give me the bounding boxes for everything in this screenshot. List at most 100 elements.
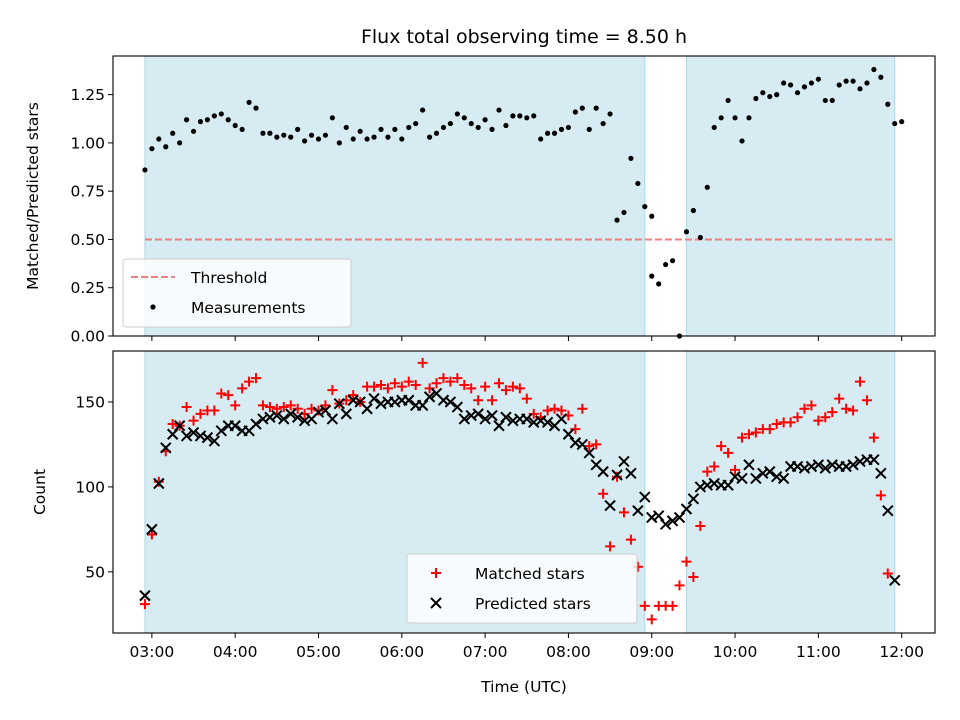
predicted-star-point bbox=[652, 510, 665, 522]
bottom-legend-box bbox=[406, 553, 638, 624]
predicted-star-point bbox=[493, 420, 505, 432]
measurement-point bbox=[878, 74, 884, 80]
bottom-panel: 50 100 150 Count 03:00 04:00 05:00 06:00 07:00 08… bbox=[31, 350, 936, 696]
predicted-star-point bbox=[416, 399, 429, 412]
predicted-star-point bbox=[632, 504, 644, 517]
top-y-tick-label: 0.25 bbox=[70, 279, 105, 297]
measurement-point bbox=[843, 78, 849, 84]
predicted-star-point bbox=[680, 503, 693, 515]
matched-star-point bbox=[452, 373, 463, 384]
measurement-point bbox=[621, 209, 627, 216]
top-legend-box bbox=[122, 258, 352, 328]
predicted-star-point bbox=[472, 408, 484, 420]
measurement-point bbox=[808, 80, 815, 86]
measurement-point bbox=[794, 90, 801, 96]
predicted-star-point bbox=[819, 462, 832, 474]
measurement-point bbox=[447, 120, 454, 127]
predicted-star-point bbox=[798, 462, 811, 474]
measurement-point bbox=[267, 130, 273, 136]
predicted-star-point bbox=[534, 414, 547, 427]
matched-star-point bbox=[487, 395, 498, 406]
matched-star-point bbox=[605, 541, 616, 552]
measurement-point bbox=[239, 126, 245, 132]
legend-measurement-swatch bbox=[150, 304, 156, 310]
measurement-point bbox=[308, 132, 315, 138]
measurement-point bbox=[669, 258, 676, 264]
matched-star-point bbox=[369, 381, 380, 392]
measurement-point bbox=[503, 122, 509, 129]
matched-star-point bbox=[139, 599, 150, 610]
matched-star-point bbox=[556, 405, 567, 416]
top-y-axis-label: Matched/Predicted stars bbox=[24, 102, 42, 290]
predicted-star-point bbox=[882, 504, 894, 517]
matched-star-point bbox=[403, 376, 414, 387]
predicted-star-point bbox=[541, 416, 554, 429]
matched-star-point bbox=[459, 379, 470, 390]
predicted-star-point bbox=[666, 515, 679, 527]
x-tick-label: 08:00 bbox=[546, 643, 591, 661]
measurement-point bbox=[190, 128, 197, 134]
measurement-point bbox=[454, 111, 460, 117]
predicted-star-point bbox=[639, 491, 651, 503]
measurement-point bbox=[510, 113, 516, 119]
matched-star-point bbox=[216, 388, 227, 399]
predicted-star-point bbox=[826, 459, 838, 471]
measurement-point bbox=[517, 113, 523, 119]
measurement-point bbox=[600, 120, 606, 127]
measurement-point bbox=[725, 97, 731, 104]
predicted-star-point bbox=[771, 471, 783, 483]
predicted-star-point bbox=[271, 409, 283, 422]
legend-threshold-label: Threshold bbox=[190, 269, 267, 287]
measurement-point bbox=[815, 76, 821, 82]
measurement-point bbox=[829, 97, 835, 104]
measurement-point bbox=[420, 107, 426, 113]
measurement-point bbox=[892, 120, 898, 127]
top-panel: 0.00 0.25 0.50 0.75 1.00 1.25 Matched/Predicte… bbox=[24, 55, 936, 346]
predicted-star-point bbox=[479, 413, 491, 425]
predicted-star-point bbox=[708, 477, 720, 490]
measurement-point bbox=[177, 140, 183, 146]
matched-star-point bbox=[625, 534, 636, 545]
measurement-point bbox=[663, 261, 669, 268]
matched-star-point bbox=[827, 407, 838, 418]
predicted-star-point bbox=[854, 455, 866, 468]
matched-star-point bbox=[848, 405, 859, 416]
matched-star-point bbox=[271, 403, 282, 414]
predicted-star-point bbox=[153, 477, 165, 490]
measurement-point bbox=[183, 117, 190, 123]
measurement-point bbox=[385, 134, 391, 140]
measurement-point bbox=[531, 113, 537, 119]
predicted-star-point bbox=[160, 442, 172, 454]
matched-star-point bbox=[431, 378, 442, 389]
predicted-star-point bbox=[625, 467, 637, 480]
matched-star-point bbox=[500, 385, 511, 396]
measurement-point bbox=[433, 130, 440, 136]
predicted-star-point bbox=[507, 414, 519, 427]
predicted-star-point bbox=[604, 499, 616, 512]
measurement-point bbox=[718, 115, 724, 121]
predicted-star-point bbox=[569, 437, 582, 449]
predicted-star-point bbox=[875, 467, 887, 480]
measurement-point bbox=[732, 115, 738, 121]
measurement-point bbox=[593, 105, 599, 111]
top-observing-span bbox=[686, 56, 895, 336]
measurement-point bbox=[586, 126, 592, 132]
measurement-point bbox=[739, 138, 745, 144]
measurement-point bbox=[315, 136, 322, 142]
measurement-point bbox=[572, 109, 578, 115]
predicted-star-point bbox=[437, 394, 450, 406]
x-axis-label: Time (UTC) bbox=[480, 678, 567, 696]
predicted-star-point bbox=[840, 460, 852, 473]
matched-star-point bbox=[445, 376, 456, 387]
measurement-point bbox=[760, 90, 766, 96]
top-chart-title: Flux total observing time = 8.50 h bbox=[361, 26, 687, 48]
predicted-star-point bbox=[597, 465, 609, 478]
predicted-star-point bbox=[361, 403, 373, 415]
predicted-star-point bbox=[500, 411, 512, 423]
predicted-star-point bbox=[701, 479, 713, 491]
x-tick-label: 04:00 bbox=[213, 643, 258, 661]
bottom-legend: Matched stars Predicted stars bbox=[406, 553, 638, 624]
top-axes-frame bbox=[112, 55, 936, 337]
predicted-star-point bbox=[729, 471, 741, 483]
measurement-point bbox=[197, 119, 204, 125]
